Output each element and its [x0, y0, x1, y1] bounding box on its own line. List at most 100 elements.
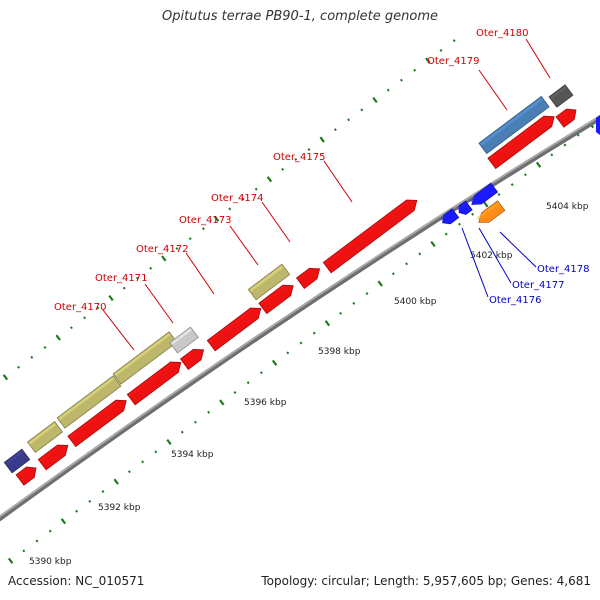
leader-line-forward	[102, 309, 135, 351]
feature-body	[555, 108, 577, 128]
minor-tick	[281, 167, 285, 171]
map-title: Opitutus terrae PB90-1, complete genome	[161, 9, 439, 24]
feature-bevel	[5, 450, 24, 465]
major-tick	[377, 280, 383, 287]
minor-tick	[333, 128, 337, 132]
feature-bevel	[171, 328, 192, 345]
minor-tick	[246, 381, 250, 385]
feature-body	[478, 200, 506, 223]
minor-tick	[180, 430, 184, 434]
major-tick	[319, 136, 325, 143]
minor-tick	[101, 490, 105, 493]
gene-label-forward: Oter_4180	[476, 28, 529, 39]
minor-tick	[523, 173, 527, 177]
feature-body	[67, 399, 127, 448]
scale-label: 5390 kbp	[29, 557, 72, 567]
minor-tick	[307, 148, 311, 151]
minor-tick	[563, 143, 567, 147]
scale-label: 5396 kbp	[244, 398, 287, 408]
minor-tick	[96, 306, 100, 310]
minor-tick	[347, 118, 351, 122]
feature-body	[295, 267, 321, 289]
feature-body	[247, 263, 291, 301]
minor-tick	[43, 346, 47, 349]
minor-tick	[352, 301, 356, 305]
major-tick	[324, 320, 331, 327]
major-tick	[271, 359, 278, 366]
minor-tick	[254, 187, 258, 191]
feature-body	[548, 84, 574, 108]
feature-body	[471, 182, 499, 205]
feature-bevel	[440, 210, 454, 221]
minor-tick	[550, 153, 554, 157]
major-tick	[55, 334, 61, 341]
minor-tick	[386, 88, 390, 92]
gene-label-forward: Oter_4179	[427, 56, 480, 67]
feature-body	[478, 95, 550, 155]
minor-tick	[175, 247, 179, 250]
backbone-line	[0, 115, 600, 522]
feature-body	[37, 444, 69, 471]
major-tick	[213, 215, 220, 222]
feature-body	[26, 421, 64, 453]
minor-tick	[399, 78, 403, 82]
minor-tick	[299, 341, 303, 345]
scale-label: 5402 kbp	[470, 251, 513, 261]
minor-tick	[339, 311, 343, 315]
cds-arrow-forward	[322, 199, 418, 274]
leader-line-forward	[229, 225, 259, 266]
feature-bevel	[39, 445, 60, 462]
minor-tick	[188, 237, 192, 241]
minor-tick	[405, 262, 409, 266]
major-tick	[108, 294, 114, 302]
cds-arrow-forward	[555, 108, 577, 128]
leader-line-reverse	[478, 227, 512, 284]
feature-bevel	[324, 200, 409, 265]
cds-arrow-forward	[67, 399, 127, 448]
scale-label: 5392 kbp	[98, 503, 141, 513]
cds-arrow-forward	[206, 307, 262, 352]
gene-label-reverse: Oter_4176	[489, 295, 542, 306]
minor-tick	[35, 539, 39, 543]
major-tick	[166, 438, 172, 446]
major-tick	[425, 57, 431, 64]
cds-arrow-forward	[37, 444, 69, 471]
scale-labels: 5390 kbp 5392 kbp 5394 kbp 5396 kbp 5398 kbp…	[29, 202, 589, 567]
backbone-highlight	[0, 114, 600, 518]
minor-tick	[75, 509, 79, 513]
minor-tick	[193, 420, 197, 424]
accession-text: Accession: NC_010571	[8, 574, 145, 588]
feature-bevel	[260, 286, 286, 306]
major-tick	[266, 176, 273, 183]
inner-tick-row	[7, 122, 595, 564]
gene-block	[478, 95, 550, 155]
minor-tick	[141, 460, 145, 464]
major-tick	[113, 478, 119, 485]
minor-tick	[457, 222, 461, 226]
leader-line-forward	[323, 160, 353, 203]
feature-bevel	[58, 377, 115, 420]
genome-summary: Topology: circular; Length: 5,957,605 bp…	[261, 574, 591, 588]
feature-body	[15, 466, 37, 486]
label-leaders	[102, 38, 551, 351]
feature-bevel	[457, 202, 467, 211]
feature-bevel	[476, 202, 499, 220]
leader-line-reverse	[499, 231, 537, 268]
leader-line-reverse	[461, 227, 489, 298]
major-tick	[161, 255, 167, 262]
minor-tick	[48, 529, 52, 533]
feature-body	[258, 284, 294, 315]
feature-body	[442, 208, 460, 225]
minor-tick	[471, 212, 475, 216]
cds-arrow-forward	[295, 267, 321, 289]
minor-tick	[17, 365, 21, 369]
minor-tick	[22, 549, 26, 553]
feature-bevel	[17, 467, 29, 477]
scale-label: 5398 kbp	[318, 347, 361, 357]
major-tick	[430, 240, 436, 248]
major-tick	[535, 161, 542, 168]
scale-label: 5394 kbp	[171, 450, 214, 460]
feature-bevel	[208, 308, 253, 343]
gene-label-forward: Oter_4170	[54, 302, 107, 313]
